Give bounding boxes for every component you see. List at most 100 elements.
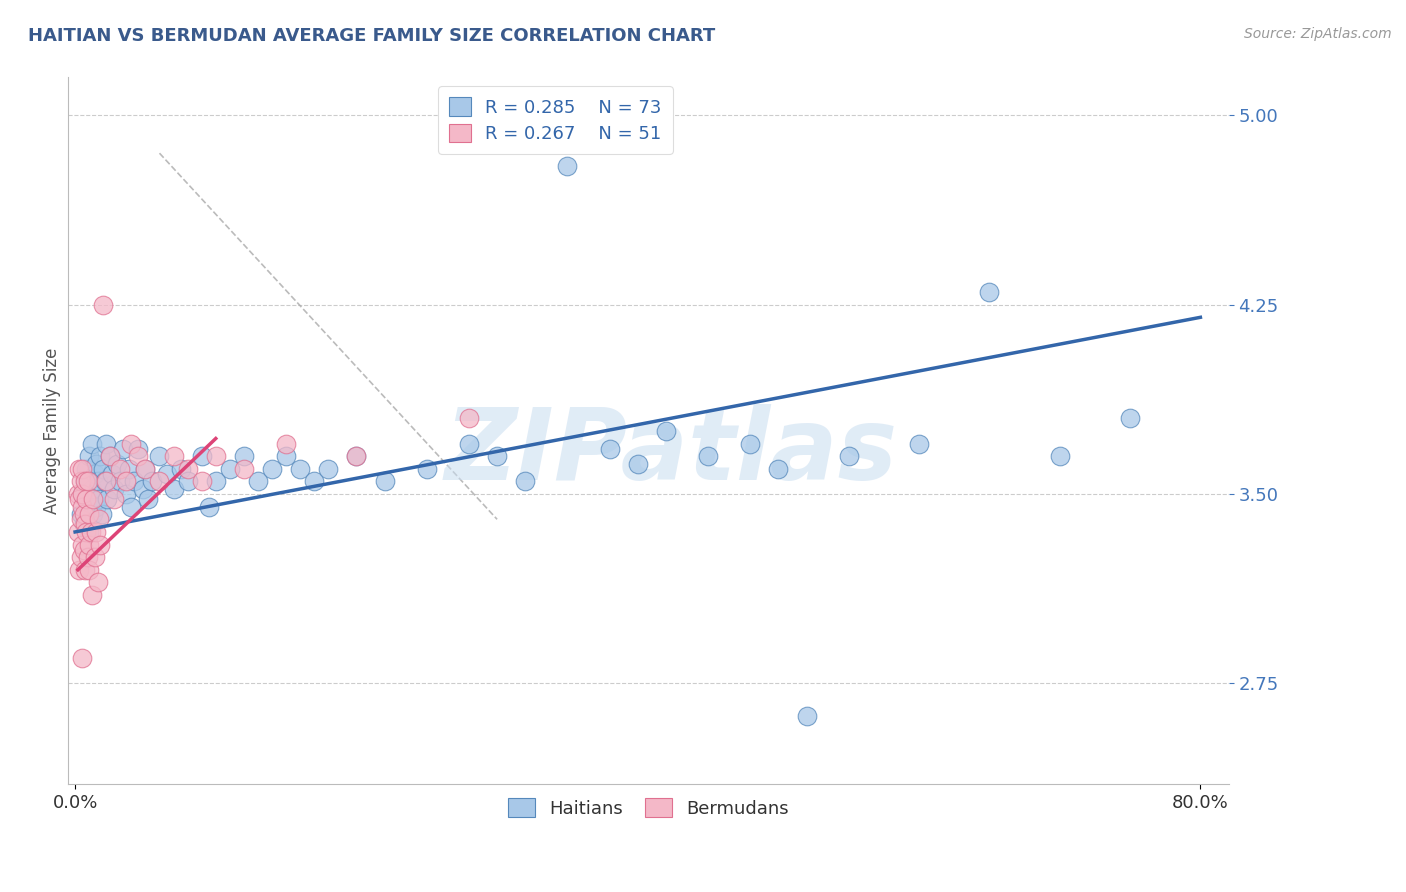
Point: [70, 462, 93, 476]
Point: [69, 550, 91, 565]
Point: [232, 449, 254, 463]
Point: [346, 449, 368, 463]
Point: [70, 500, 93, 514]
Point: [274, 436, 297, 450]
Point: [274, 449, 297, 463]
Point: [77, 563, 100, 577]
Point: [697, 449, 720, 463]
Point: [246, 475, 269, 489]
Point: [260, 462, 283, 476]
Point: [176, 462, 198, 476]
Point: [176, 475, 198, 489]
Point: [122, 475, 145, 489]
Point: [908, 436, 931, 450]
Point: [117, 462, 139, 476]
Point: [979, 285, 1001, 299]
Point: [136, 492, 159, 507]
Point: [134, 462, 156, 476]
Point: [69, 475, 91, 489]
Point: [169, 462, 191, 476]
Point: [190, 449, 212, 463]
Point: [120, 436, 142, 450]
Point: [204, 475, 226, 489]
Point: [197, 500, 219, 514]
Point: [155, 467, 177, 481]
Point: [84, 457, 107, 471]
Point: [73, 563, 96, 577]
Y-axis label: Average Family Size: Average Family Size: [44, 348, 60, 514]
Point: [83, 550, 105, 565]
Point: [148, 449, 170, 463]
Point: [70, 537, 93, 551]
Point: [72, 508, 94, 522]
Point: [77, 537, 100, 551]
Point: [94, 475, 117, 489]
Point: [100, 467, 122, 481]
Point: [627, 457, 650, 471]
Point: [416, 462, 439, 476]
Point: [346, 449, 368, 463]
Point: [70, 651, 93, 665]
Point: [76, 475, 98, 489]
Point: [91, 462, 114, 476]
Point: [70, 487, 93, 501]
Point: [89, 537, 111, 551]
Point: [134, 462, 156, 476]
Point: [232, 462, 254, 476]
Point: [67, 462, 90, 476]
Point: [90, 508, 112, 522]
Point: [557, 159, 579, 173]
Point: [162, 482, 184, 496]
Point: [80, 588, 103, 602]
Point: [114, 475, 136, 489]
Point: [83, 467, 105, 481]
Point: [91, 298, 114, 312]
Point: [86, 575, 108, 590]
Point: [86, 475, 108, 489]
Point: [98, 449, 121, 463]
Point: [120, 500, 142, 514]
Point: [141, 475, 163, 489]
Point: [515, 475, 537, 489]
Point: [288, 462, 311, 476]
Point: [77, 449, 100, 463]
Point: [740, 436, 762, 450]
Point: [73, 475, 96, 489]
Text: ZIPatlas: ZIPatlas: [444, 404, 898, 500]
Point: [82, 492, 104, 507]
Point: [655, 424, 678, 438]
Point: [768, 462, 790, 476]
Point: [79, 492, 101, 507]
Point: [80, 436, 103, 450]
Point: [72, 542, 94, 557]
Point: [302, 475, 325, 489]
Point: [77, 508, 100, 522]
Point: [131, 482, 153, 496]
Legend: Haitians, Bermudans: Haitians, Bermudans: [501, 790, 796, 825]
Point: [73, 517, 96, 532]
Point: [796, 709, 818, 723]
Point: [218, 462, 240, 476]
Point: [1119, 411, 1142, 425]
Point: [162, 449, 184, 463]
Point: [94, 436, 117, 450]
Point: [87, 512, 110, 526]
Point: [70, 487, 93, 501]
Point: [87, 492, 110, 507]
Point: [127, 442, 149, 456]
Point: [76, 500, 98, 514]
Text: Source: ZipAtlas.com: Source: ZipAtlas.com: [1244, 27, 1392, 41]
Point: [599, 442, 621, 456]
Point: [66, 487, 89, 501]
Point: [69, 512, 91, 526]
Point: [93, 475, 115, 489]
Point: [67, 492, 90, 507]
Point: [103, 482, 125, 496]
Point: [72, 517, 94, 532]
Point: [77, 524, 100, 539]
Point: [79, 524, 101, 539]
Point: [1049, 449, 1071, 463]
Point: [98, 449, 121, 463]
Point: [84, 500, 107, 514]
Point: [80, 482, 103, 496]
